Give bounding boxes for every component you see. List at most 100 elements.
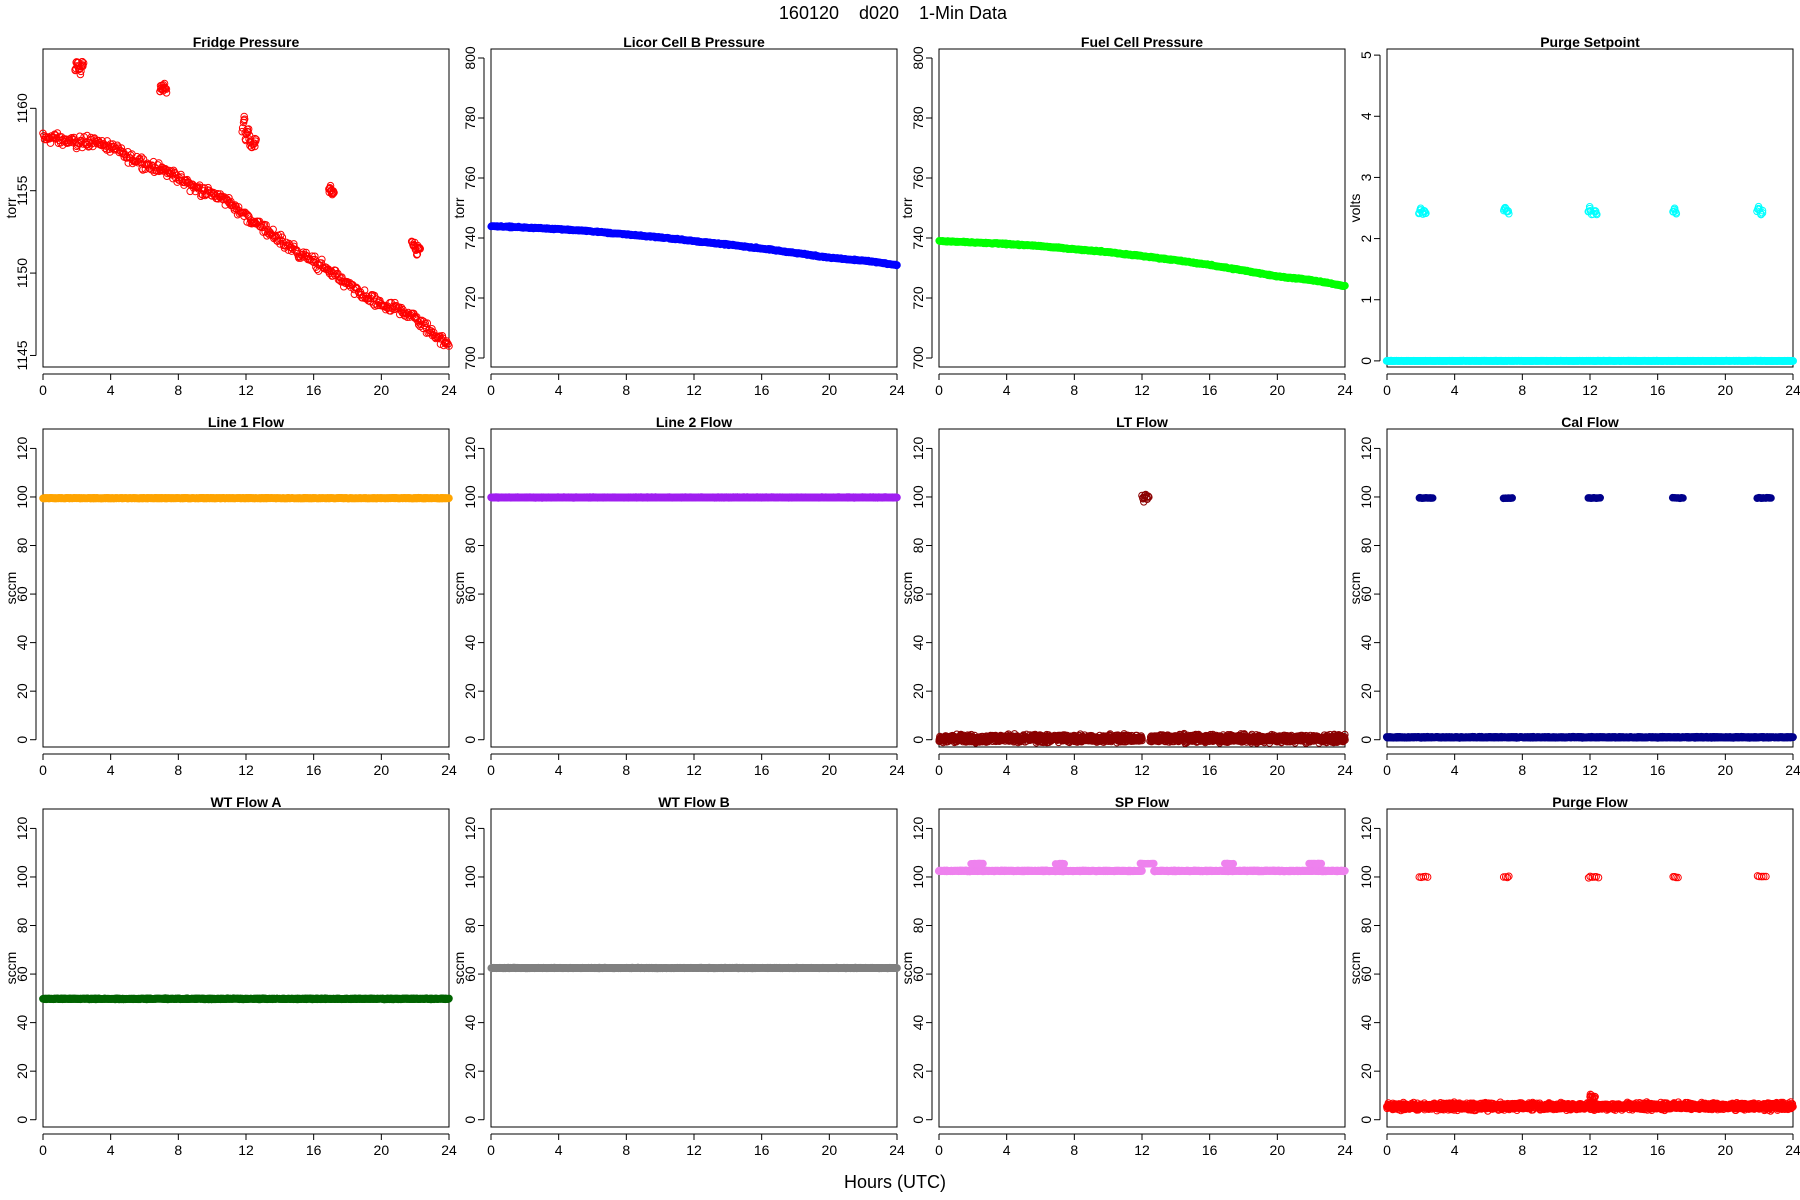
data-point — [445, 342, 453, 350]
data-point — [101, 141, 109, 149]
data-point — [79, 59, 88, 67]
figure-xlabel: Hours (UTC) — [844, 1172, 946, 1192]
data-point — [318, 255, 326, 264]
y-axis-label: torr — [3, 197, 19, 218]
x-axis: 0 4 8 12 16 20 24 — [935, 373, 1353, 398]
data-point — [290, 240, 298, 248]
data-point — [135, 154, 144, 163]
x-tick-label: 12 — [686, 762, 702, 778]
x-tick-label: 12 — [1134, 382, 1150, 398]
data-point — [330, 188, 338, 197]
x-tick-label: 16 — [1650, 382, 1666, 398]
y-tick-label: 40 — [462, 635, 478, 651]
y-tick-label: 5 — [1358, 51, 1374, 59]
data-point — [1789, 357, 1797, 365]
y-tick-label: 80 — [14, 538, 30, 554]
x-tick-label: 24 — [1785, 382, 1800, 398]
data-points — [39, 58, 453, 350]
x-tick-label: 24 — [1337, 382, 1353, 398]
x-axis: 0 4 8 12 16 20 24 — [39, 373, 457, 398]
x-tick-label: 20 — [1270, 382, 1286, 398]
x-tick-label: 24 — [889, 762, 905, 778]
data-point — [238, 124, 247, 132]
y-tick-label: 20 — [462, 683, 478, 699]
y-tick-label: 760 — [462, 166, 478, 190]
data-point — [416, 245, 425, 253]
data-point — [231, 201, 239, 209]
y-tick-label: 740 — [462, 226, 478, 250]
data-points — [487, 493, 901, 502]
x-axis: 0 4 8 12 16 20 24 — [487, 753, 905, 778]
x-tick-label: 0 — [487, 762, 495, 778]
y-tick-label: 80 — [462, 538, 478, 554]
data-points — [1382, 202, 1797, 366]
x-tick-label: 8 — [174, 382, 182, 398]
plot-frame — [938, 48, 1346, 368]
y-axis-label: volts — [1347, 194, 1363, 223]
data-point — [397, 303, 406, 312]
data-points — [39, 493, 453, 503]
x-tick-label: 4 — [107, 382, 115, 398]
y-tick-label: 780 — [910, 106, 926, 130]
x-tick-label: 8 — [174, 762, 182, 778]
x-tick-label: 0 — [39, 382, 47, 398]
y-axis-label: torr — [451, 197, 467, 218]
data-point — [240, 112, 248, 121]
panel-title: Line 2 Flow — [656, 414, 732, 430]
data-point — [1341, 281, 1349, 290]
x-tick-label: 8 — [1070, 382, 1078, 398]
x-tick-label: 0 — [1383, 382, 1391, 398]
data-point — [244, 128, 252, 136]
y-tick-label: 100 — [462, 485, 478, 509]
y-tick-label: 0 — [1358, 357, 1374, 365]
y-tick-label: 1160 — [14, 93, 30, 123]
y-tick-label: 780 — [462, 106, 478, 130]
panel-title: Line 1 Flow — [208, 414, 284, 430]
data-point — [302, 248, 310, 257]
data-points — [487, 222, 901, 270]
data-point — [262, 221, 270, 229]
data-point — [311, 252, 319, 261]
data-point — [893, 261, 901, 269]
x-tick-label: 16 — [754, 762, 770, 778]
y-tick-label: 3 — [1358, 173, 1374, 181]
x-tick-label: 8 — [1518, 382, 1526, 398]
y-tick-label: 700 — [462, 346, 478, 370]
y-tick-label: 20 — [14, 683, 30, 699]
x-axis: 0 4 8 12 16 20 24 — [39, 753, 457, 778]
x-tick-label: 20 — [1718, 382, 1734, 398]
y-tick-label: 0 — [14, 736, 30, 744]
x-tick-label: 8 — [622, 382, 630, 398]
data-point — [278, 233, 287, 242]
panel-title: Purge Setpoint — [1540, 34, 1640, 50]
x-tick-label: 12 — [1582, 382, 1598, 398]
data-point — [162, 85, 171, 93]
x-tick-label: 12 — [686, 382, 702, 398]
data-point — [423, 319, 432, 328]
x-tick-label: 0 — [487, 382, 495, 398]
y-tick-label: 1155 — [14, 175, 30, 205]
data-point — [137, 153, 146, 161]
x-tick-label: 16 — [1202, 382, 1218, 398]
data-point — [252, 135, 260, 144]
y-tick-label: 720 — [462, 286, 478, 310]
x-tick-label: 24 — [441, 762, 457, 778]
data-point — [445, 494, 453, 503]
data-point — [76, 70, 85, 79]
y-tick-label: 800 — [462, 46, 478, 70]
plot-frame — [42, 48, 450, 368]
data-point — [225, 194, 233, 202]
x-tick-label: 24 — [441, 382, 457, 398]
y-tick-label: 1150 — [14, 258, 30, 288]
x-tick-label: 12 — [238, 382, 254, 398]
y-tick-label: 120 — [462, 437, 478, 461]
data-point — [158, 163, 166, 171]
y-tick-label: 40 — [14, 635, 30, 651]
y-tick-label: 1 — [1358, 296, 1374, 304]
